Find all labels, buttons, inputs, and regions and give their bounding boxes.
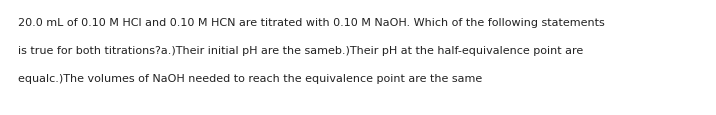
Text: equalc.)The volumes of NaOH needed to reach the equivalence point are the same: equalc.)The volumes of NaOH needed to re…	[18, 73, 483, 83]
Text: is true for both titrations?a.)Their initial pH are the sameb.)Their pH at the h: is true for both titrations?a.)Their ini…	[18, 46, 584, 56]
Text: 20.0 mL of 0.10 M HCl and 0.10 M HCN are titrated with 0.10 M NaOH. Which of the: 20.0 mL of 0.10 M HCl and 0.10 M HCN are…	[18, 18, 605, 28]
